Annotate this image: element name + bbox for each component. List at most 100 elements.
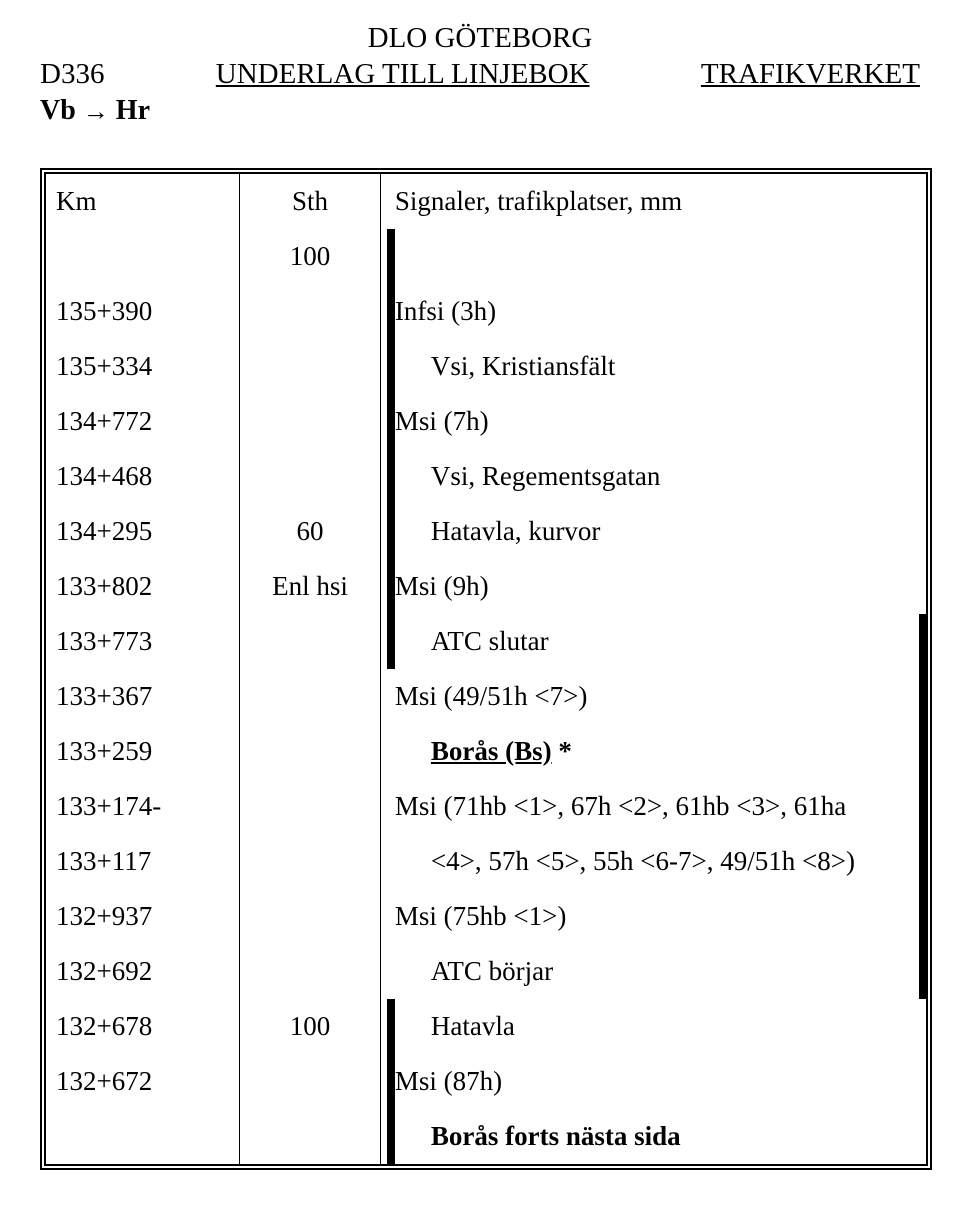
- table-header-row: Km Sth Signaler, trafikplatser, mm: [46, 174, 926, 229]
- route-header: Vb → Hr: [40, 93, 920, 128]
- table-row: 133+802Enl hsiMsi (9h): [46, 559, 926, 614]
- cell-km: 133+259: [46, 724, 240, 779]
- table-row: 132+678100Hatavla: [46, 999, 926, 1054]
- track-bar-icon: [387, 284, 395, 339]
- right-bar-icon: [919, 724, 926, 779]
- cell-desc: Borås (Bs) *: [380, 724, 926, 779]
- cell-desc: Hatavla, kurvor: [380, 504, 926, 559]
- table-row: 135+390 Infsi (3h): [46, 284, 926, 339]
- cell-sth: 100: [240, 229, 381, 284]
- table-row: 100: [46, 229, 926, 284]
- cell-desc-text: Infsi (3h): [391, 296, 496, 327]
- cell-desc: Borås forts nästa sida: [380, 1109, 926, 1164]
- table-row: 132+672Msi (87h): [46, 1054, 926, 1109]
- cell-desc: Msi (71hb <1>, 67h <2>, 61hb <3>, 61ha: [380, 779, 926, 834]
- cell-km: 135+390: [46, 284, 240, 339]
- cell-desc-text: Vsi, Kristiansfält: [391, 351, 615, 382]
- cell-km: 132+678: [46, 999, 240, 1054]
- cell-km: 134+468: [46, 449, 240, 504]
- cell-sth: [240, 669, 381, 724]
- cell-km: 135+334: [46, 339, 240, 394]
- cell-desc: Msi (49/51h <7>): [380, 669, 926, 724]
- cell-km: [46, 229, 240, 284]
- cell-desc-text: <4>, 57h <5>, 55h <6-7>, 49/51h <8>): [391, 846, 855, 877]
- right-bar-icon: [919, 834, 926, 889]
- cell-desc: Msi (75hb <1>): [380, 889, 926, 944]
- track-bar-icon: [387, 559, 395, 614]
- header-right: TRAFIKVERKET: [701, 56, 920, 92]
- cell-km: 134+295: [46, 504, 240, 559]
- cell-km: 133+773: [46, 614, 240, 669]
- table-row: 134+772 Msi (7h): [46, 394, 926, 449]
- cell-km: 132+692: [46, 944, 240, 999]
- table-row: 132+692 ATC börjar: [46, 944, 926, 999]
- track-bar-icon: [387, 229, 395, 284]
- cell-sth: [240, 834, 381, 889]
- track-bar-icon: [387, 1054, 395, 1109]
- cell-desc: Vsi, Kristiansfält: [380, 339, 926, 394]
- track-bar-icon: [387, 394, 395, 449]
- col-desc: Signaler, trafikplatser, mm: [380, 174, 926, 229]
- cell-desc-text: Msi (49/51h <7>): [391, 681, 587, 712]
- cell-desc: Infsi (3h): [380, 284, 926, 339]
- cell-sth: [240, 614, 381, 669]
- cell-sth: [240, 284, 381, 339]
- header: DLO GÖTEBORG D336 UNDERLAG TILL LINJEBOK…: [40, 20, 920, 128]
- table-row: 133+174- Msi (71hb <1>, 67h <2>, 61hb <3>…: [46, 779, 926, 834]
- col-km: Km: [46, 174, 240, 229]
- cell-km: [46, 1109, 240, 1164]
- right-bar-icon: [919, 944, 926, 999]
- cell-desc: <4>, 57h <5>, 55h <6-7>, 49/51h <8>): [380, 834, 926, 889]
- cell-desc: Msi (7h): [380, 394, 926, 449]
- cell-desc: Msi (87h): [380, 1054, 926, 1109]
- right-bar-icon: [919, 889, 926, 944]
- route-from: Vb: [40, 95, 76, 126]
- table-row: 133+259 Borås (Bs) *: [46, 724, 926, 779]
- cell-desc-text: Borås forts nästa sida: [391, 1121, 681, 1152]
- cell-sth: [240, 889, 381, 944]
- cell-km: 134+772: [46, 394, 240, 449]
- data-table: Km Sth Signaler, trafikplatser, mm 10013…: [46, 174, 926, 1164]
- cell-sth: [240, 394, 381, 449]
- cell-desc-text: Borås (Bs) *: [391, 736, 572, 767]
- track-bar-icon: [387, 339, 395, 394]
- header-top-center: DLO GÖTEBORG: [40, 20, 920, 56]
- header-center: UNDERLAG TILL LINJEBOK: [104, 56, 700, 92]
- right-bar-icon: [919, 614, 926, 669]
- table-row: Borås forts nästa sida: [46, 1109, 926, 1164]
- cell-km: 133+117: [46, 834, 240, 889]
- col-desc-label: Signaler, trafikplatser, mm: [391, 186, 682, 217]
- right-bar-icon: [919, 669, 926, 724]
- cell-desc-text: ATC börjar: [391, 956, 553, 987]
- table-frame: Km Sth Signaler, trafikplatser, mm 10013…: [40, 168, 932, 1170]
- cell-desc-text: Msi (7h): [391, 406, 489, 437]
- track-bar-icon: [387, 614, 395, 669]
- header-left: D336: [40, 56, 104, 92]
- cell-desc-text: Msi (71hb <1>, 67h <2>, 61hb <3>, 61ha: [391, 791, 846, 822]
- table-row: 133+117 <4>, 57h <5>, 55h <6-7>, 49/51h <…: [46, 834, 926, 889]
- cell-desc: ATC slutar: [380, 614, 926, 669]
- track-bar-icon: [387, 504, 395, 559]
- cell-sth: Enl hsi: [240, 559, 381, 614]
- cell-km: 133+174-: [46, 779, 240, 834]
- table-row: 134+29560 Hatavla, kurvor: [46, 504, 926, 559]
- cell-desc-text: ATC slutar: [391, 626, 549, 657]
- cell-sth: 100: [240, 999, 381, 1054]
- cell-desc: Msi (9h): [380, 559, 926, 614]
- cell-desc: Hatavla: [380, 999, 926, 1054]
- cell-km: 133+802: [46, 559, 240, 614]
- table-row: 135+334 Vsi, Kristiansfält: [46, 339, 926, 394]
- cell-sth: [240, 944, 381, 999]
- cell-km: 132+937: [46, 889, 240, 944]
- cell-sth: 60: [240, 504, 381, 559]
- cell-desc-text: Msi (75hb <1>): [391, 901, 566, 932]
- cell-sth: [240, 779, 381, 834]
- cell-desc-text: Hatavla, kurvor: [391, 516, 600, 547]
- cell-sth: [240, 724, 381, 779]
- track-bar-icon: [387, 999, 395, 1054]
- table-row: 132+937 Msi (75hb <1>): [46, 889, 926, 944]
- cell-km: 133+367: [46, 669, 240, 724]
- cell-desc: Vsi, Regementsgatan: [380, 449, 926, 504]
- route-to: Hr: [116, 95, 150, 126]
- cell-desc: [380, 229, 926, 284]
